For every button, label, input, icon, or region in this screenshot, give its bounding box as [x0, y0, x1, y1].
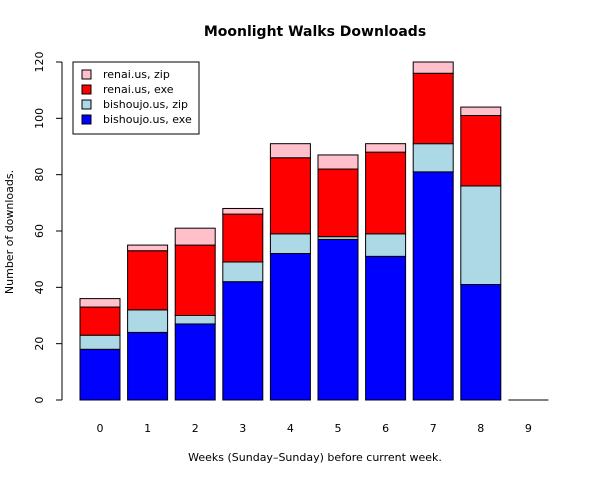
x-tick-label: 3 — [239, 422, 246, 435]
legend-swatch — [81, 69, 92, 80]
x-tick-label: 8 — [477, 422, 484, 435]
bars-group — [79, 61, 549, 401]
legend-swatch — [81, 99, 92, 110]
bar-segment — [365, 151, 407, 235]
x-tick-label: 0 — [97, 422, 104, 435]
bar-segment — [269, 253, 311, 401]
y-tick-label: 0 — [33, 397, 46, 404]
legend-label: bishoujo.us, zip — [103, 98, 188, 111]
x-axis-label: Weeks (Sunday–Sunday) before current wee… — [188, 451, 442, 464]
y-tick-label: 60 — [33, 224, 46, 238]
bar-segment — [460, 115, 502, 187]
x-tick-label: 1 — [144, 422, 151, 435]
legend-swatch — [81, 84, 92, 95]
chart-title: Moonlight Walks Downloads — [204, 24, 426, 40]
x-tick-label: 4 — [287, 422, 294, 435]
bar-segment — [317, 238, 359, 401]
legend-swatch — [81, 114, 92, 125]
bar-segment — [79, 306, 121, 336]
legend: renai.us, zip renai.us, exe bishoujo.us, z… — [72, 61, 200, 135]
bar-segment — [127, 244, 169, 252]
bar-segment — [127, 309, 169, 333]
bar-segment — [127, 250, 169, 311]
bar-segment — [412, 72, 454, 145]
bar-segment — [222, 281, 264, 401]
bar-segment — [460, 185, 502, 286]
x-tick-labels: 0 1 2 3 4 5 6 7 8 9 — [97, 422, 532, 435]
bar-segment — [412, 61, 454, 74]
legend-label: bishoujo.us, exe — [103, 113, 192, 126]
bar-segment — [460, 284, 502, 401]
bar-segment — [365, 233, 407, 257]
bar-segment — [79, 334, 121, 350]
bar-segment — [174, 244, 216, 316]
y-tick-label: 80 — [33, 168, 46, 182]
bar-segment — [79, 348, 121, 401]
bar-segment — [412, 143, 454, 173]
x-tick-label: 7 — [430, 422, 437, 435]
y-tick-label: 40 — [33, 280, 46, 294]
bar-segment — [365, 255, 407, 401]
legend-label: renai.us, exe — [103, 83, 174, 96]
y-tick-label: 100 — [33, 108, 46, 129]
bar-segment — [222, 207, 264, 215]
y-axis: 0 20 40 60 80 100 120 — [33, 52, 63, 404]
y-axis-label: Number of downloads. — [3, 170, 16, 294]
bar-segment — [269, 157, 311, 235]
bar-segment — [365, 143, 407, 153]
x-tick-label: 5 — [335, 422, 342, 435]
legend-label: renai.us, zip — [103, 68, 170, 81]
bar-segment — [269, 143, 311, 159]
x-tick-label: 9 — [525, 422, 532, 435]
bar-segment — [174, 323, 216, 401]
y-tick-label: 20 — [33, 337, 46, 351]
legend-box — [72, 61, 200, 135]
bar-segment — [127, 331, 169, 401]
bar-segment — [269, 233, 311, 255]
bar-segment — [174, 315, 216, 325]
y-tick-label: 120 — [33, 52, 46, 73]
bar-segment — [174, 227, 216, 246]
bar-segment — [222, 213, 264, 263]
bar-segment — [317, 154, 359, 170]
bar-segment — [79, 298, 121, 308]
x-tick-label: 6 — [382, 422, 389, 435]
bar-segment — [317, 168, 359, 238]
bar-segment — [412, 171, 454, 401]
bar-segment — [460, 106, 502, 117]
x-tick-label: 2 — [192, 422, 199, 435]
bar-segment — [222, 261, 264, 283]
